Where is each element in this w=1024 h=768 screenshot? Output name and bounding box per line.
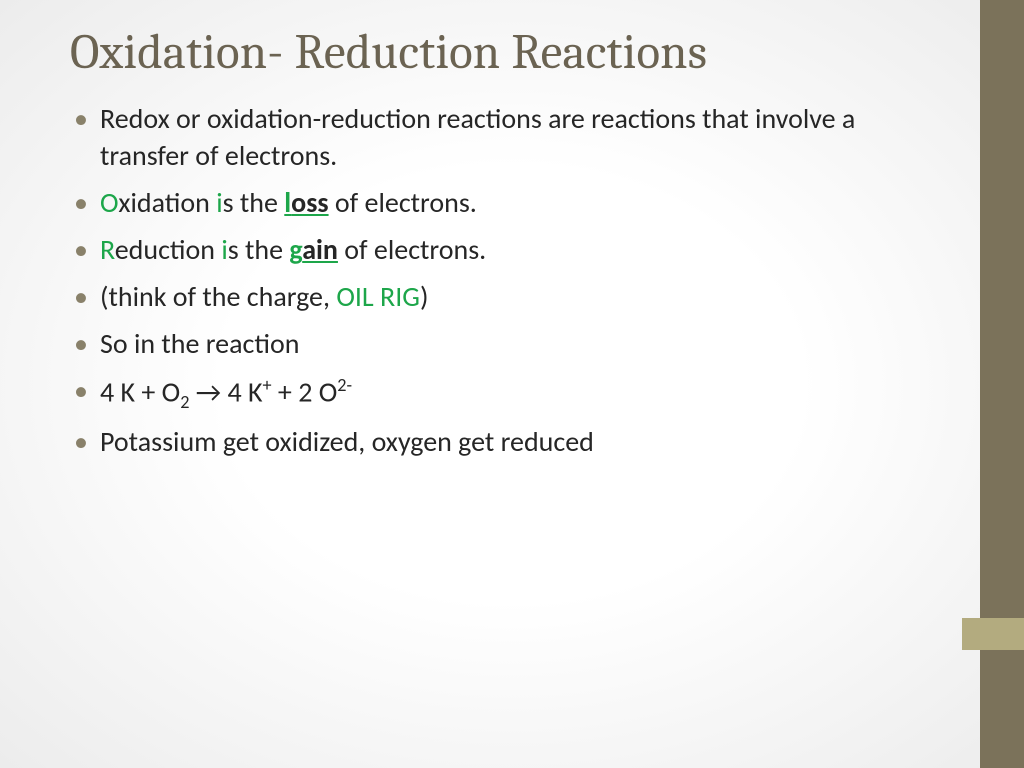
bullet-item: (think of the charge, OIL RIG) xyxy=(100,279,920,316)
bullet-item: Oxidation is the loss of electrons. xyxy=(100,185,920,222)
bullet-item: So in the reaction xyxy=(100,326,920,363)
bullet-list: Redox or oxidation-reduction reactions a… xyxy=(70,101,920,461)
bullet-item: Potassium get oxidized, oxygen get reduc… xyxy=(100,424,920,461)
slide-title: Oxidation- Reduction Reactions xyxy=(70,26,920,81)
bullet-item: Reduction is the gain of electrons. xyxy=(100,232,920,269)
sidebar-accent-block xyxy=(962,618,1024,650)
bullet-item: 4 K + O2 → 4 K+ + 2 O2- xyxy=(100,373,920,414)
bullet-item: Redox or oxidation-reduction reactions a… xyxy=(100,101,920,175)
sidebar-stripe xyxy=(980,0,1024,768)
slide-content: Oxidation- Reduction Reactions Redox or … xyxy=(0,0,960,470)
